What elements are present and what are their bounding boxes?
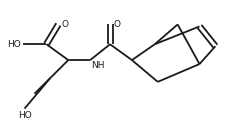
Text: O: O (113, 20, 120, 29)
Text: HO: HO (7, 40, 21, 49)
Text: NH: NH (91, 61, 105, 70)
Text: HO: HO (18, 111, 31, 120)
Text: O: O (61, 20, 68, 29)
